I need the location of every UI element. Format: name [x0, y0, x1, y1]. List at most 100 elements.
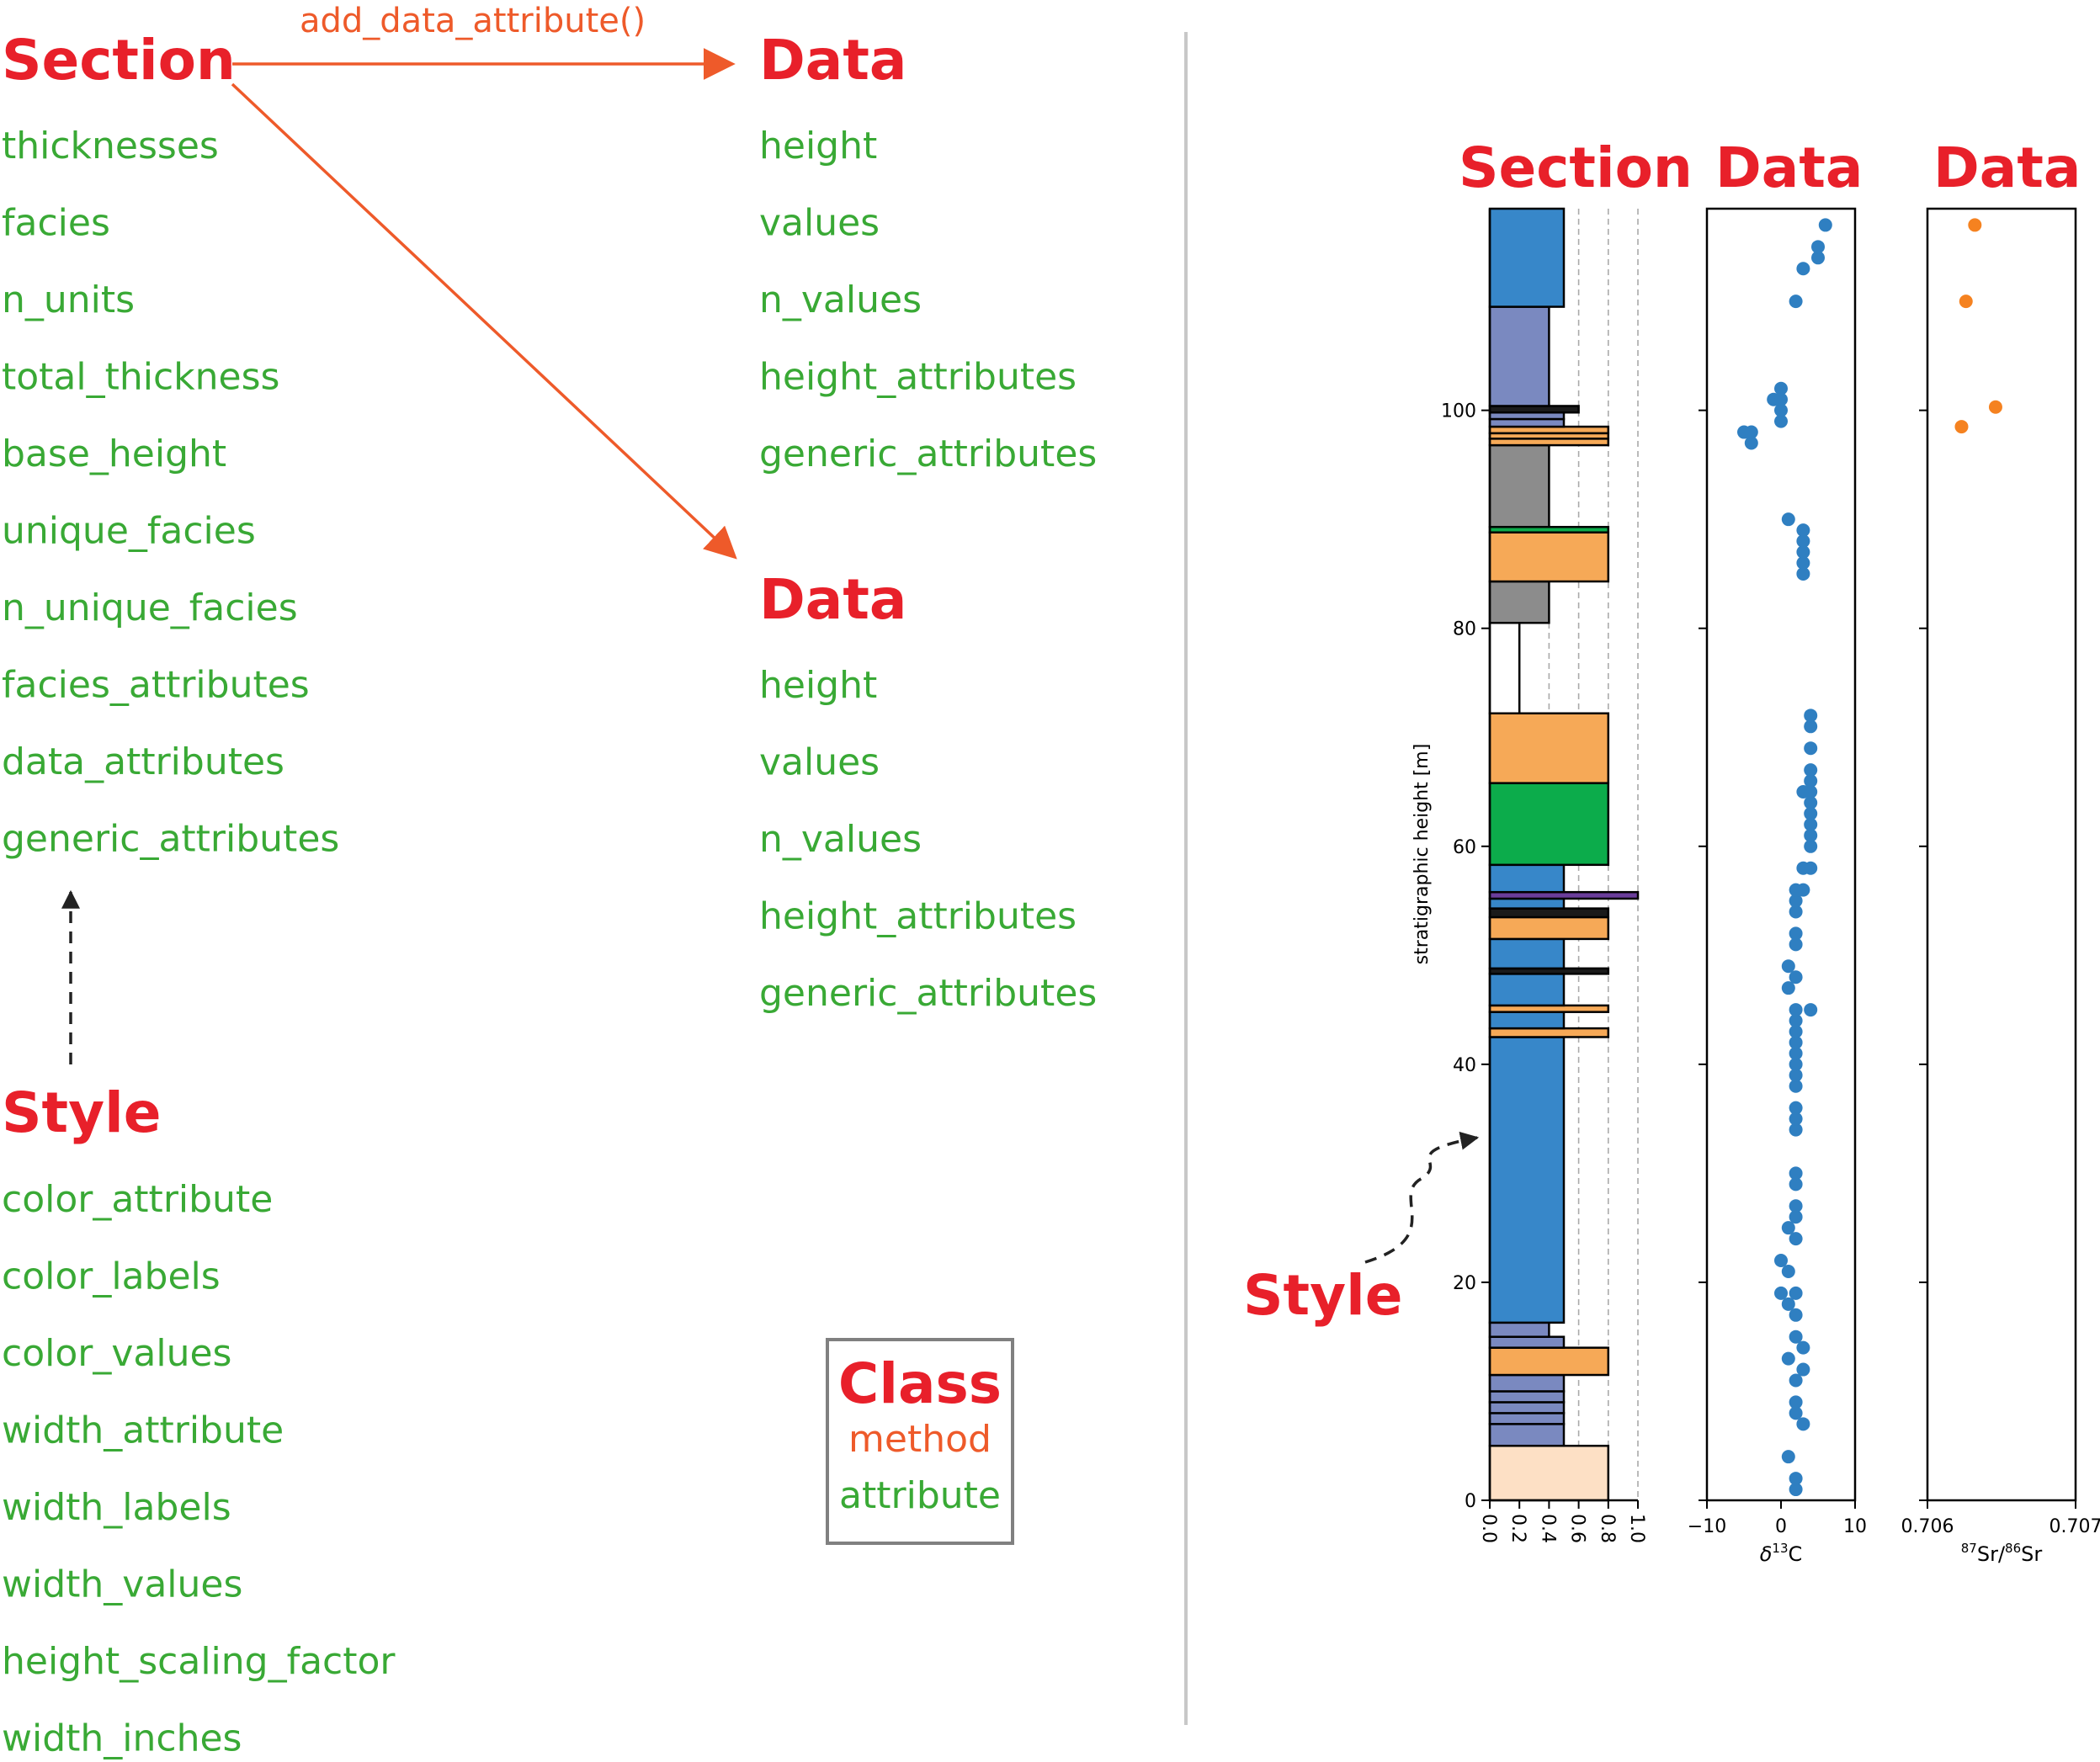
attribute-height-attributes: height_attributes [759, 356, 1077, 399]
data-point [1781, 959, 1795, 974]
x-tick-label: 0.707 [2049, 1516, 2100, 1537]
data-point [1789, 970, 1803, 984]
data-point [1804, 719, 1818, 734]
data-point [1744, 436, 1758, 450]
data-point [1789, 1483, 1803, 1497]
data-point [1789, 1101, 1803, 1115]
strat-unit [1488, 897, 1566, 910]
legend-border [826, 1338, 1014, 1545]
strat-unit [1488, 782, 1610, 867]
label-part: δ [1760, 1542, 1773, 1566]
x-tick-label: 1.0 [1626, 1514, 1647, 1543]
data-point [1781, 1450, 1795, 1464]
section-attributes: thicknesses facies n_units total_thicknessb… [2, 125, 339, 861]
attribute-generic-attributes: generic_attributes [759, 972, 1097, 1015]
data-point [1796, 523, 1810, 538]
strat-unit [1488, 1423, 1566, 1447]
data-point [1789, 905, 1803, 919]
data-point [1804, 817, 1818, 831]
data-point [1774, 381, 1788, 395]
sr-isotope-scatter-plot: 0.706 0.707 87Sr/86Sr [1901, 207, 2100, 1566]
attribute-thicknesses: thicknesses [2, 125, 219, 167]
x-tick-label: 0.6 [1567, 1514, 1588, 1543]
data-point [1954, 420, 1969, 434]
label-sup: 87 [1961, 1541, 1977, 1556]
data-point [1789, 1232, 1803, 1246]
attribute-width-values: width_values [2, 1563, 242, 1606]
strat-unit [1488, 1321, 1550, 1338]
attribute-height-attributes: height_attributes [759, 895, 1077, 938]
data-point [1789, 1046, 1803, 1060]
data-point [1789, 1472, 1803, 1486]
data-point [1796, 545, 1810, 560]
data-point [1796, 555, 1810, 570]
data-point [1781, 1221, 1795, 1235]
data-point [1781, 1264, 1795, 1278]
class-style: Style color_attribute color_labels color_v… [2, 1080, 396, 1760]
data-point [1789, 1210, 1803, 1224]
data-point [1789, 1395, 1803, 1409]
x-tick-label: 0.706 [1901, 1516, 1954, 1537]
y-tick-label: 40 [1453, 1055, 1476, 1076]
data-point [1804, 806, 1818, 820]
data-point [1804, 795, 1818, 809]
data-point [1774, 414, 1788, 428]
attribute-color-attribute: color_attribute [2, 1178, 273, 1221]
data-point [1804, 861, 1818, 875]
data-point [1959, 295, 1973, 309]
plot-frame [1926, 207, 2077, 1502]
attribute-n-units: n_units [2, 279, 135, 321]
data-point [1804, 763, 1818, 778]
data-point [1796, 534, 1810, 549]
data-point [1796, 1362, 1810, 1377]
label-part: C [1789, 1542, 1803, 1566]
strat-unit [1488, 863, 1566, 894]
data-point [1774, 1286, 1788, 1300]
data-point [1789, 1024, 1803, 1038]
data-point [1789, 1286, 1803, 1300]
y-axis-label: stratigraphic height [m] [1412, 744, 1433, 965]
strat-unit [1488, 207, 1566, 308]
legend-attribute: attribute [839, 1474, 1001, 1517]
method-label-add-data-attribute: add_data_attribute() [300, 2, 646, 40]
label-part: Sr/ [1977, 1542, 2006, 1566]
attribute-facies: facies [2, 202, 110, 245]
strat-unit [1488, 915, 1610, 941]
data-point [1804, 1003, 1818, 1017]
legend-method: method [848, 1418, 992, 1461]
strat-unit [1488, 443, 1550, 528]
attribute-height: height [759, 125, 877, 167]
attribute-facies-attributes: facies_attributes [2, 664, 310, 707]
data-top-class-title: Data [759, 28, 906, 93]
x-tick-label: 0.0 [1478, 1514, 1499, 1543]
data-point [1789, 1406, 1803, 1420]
style-attributes: color_attribute color_labels color_valuesw… [2, 1178, 396, 1760]
class-section: Section thicknesses facies n_units total_th… [2, 28, 339, 861]
data-point [1804, 709, 1818, 723]
x-tick-label: 10 [1843, 1516, 1867, 1537]
arrow-style-to-column [1364, 1131, 1480, 1264]
data-point [1789, 1177, 1803, 1191]
x-tick-label: 0.4 [1537, 1514, 1558, 1543]
y-tick-label: 0 [1465, 1491, 1476, 1512]
data-point [1774, 392, 1788, 406]
data-point [1988, 400, 2002, 414]
strat-unit [1488, 305, 1550, 407]
strat-unit [1488, 1390, 1566, 1404]
strat-unit [1488, 907, 1610, 919]
y-tick-label: 80 [1453, 619, 1476, 640]
y-tick-label: 100 [1441, 401, 1476, 422]
attribute-width-attribute: width_attribute [2, 1409, 284, 1452]
legend-box: Class method attribute [826, 1338, 1014, 1545]
data-point [1789, 1329, 1803, 1344]
strat-unit [1488, 1027, 1610, 1038]
attribute-n-unique-facies: n_unique_facies [2, 586, 298, 629]
strat-unit [1488, 1036, 1566, 1324]
data-bottom-class-title: Data [759, 567, 906, 632]
plot-data-title-1: Data [1715, 135, 1863, 200]
label-sup: 13 [1772, 1541, 1788, 1556]
data-point [1789, 1199, 1803, 1213]
data-point [1789, 1079, 1803, 1093]
strat-unit [1488, 1335, 1566, 1349]
attribute-color-labels: color_labels [2, 1255, 221, 1298]
